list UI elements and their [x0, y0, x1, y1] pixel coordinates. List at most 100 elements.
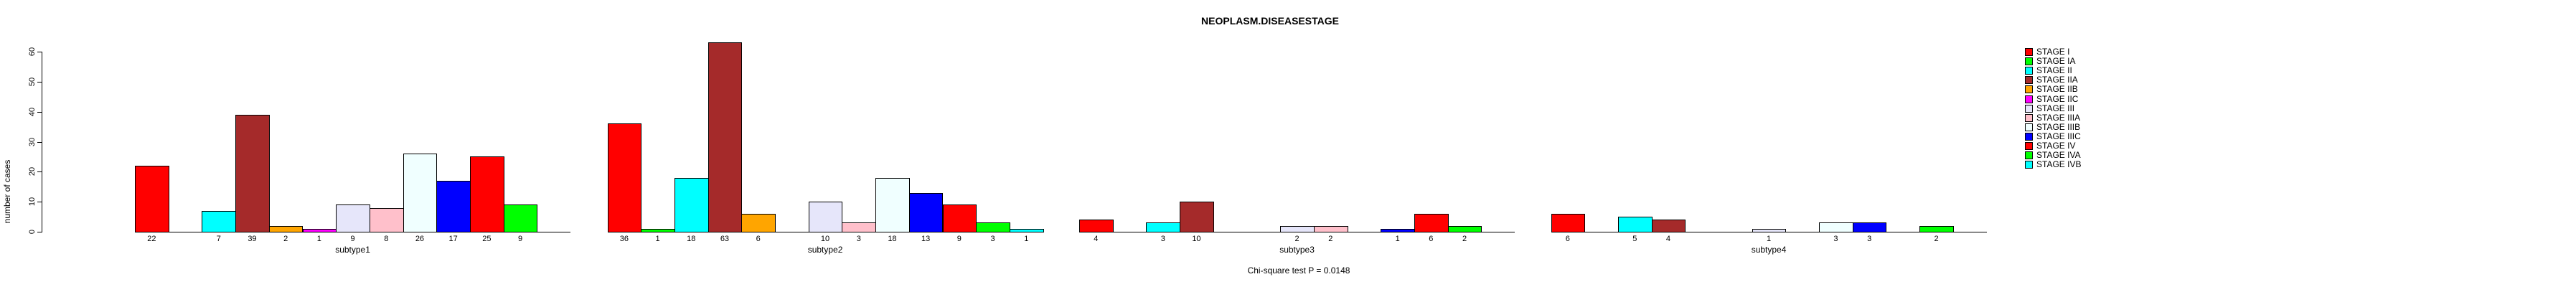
bar-subtype3-stage-iva: [1447, 225, 1482, 232]
bar-value-label: 3: [1833, 235, 1838, 243]
bar-subtype2-stage-ivb: [1009, 228, 1044, 232]
legend-label: STAGE IIB: [2036, 84, 2078, 95]
legend-swatch-icon: [2025, 151, 2033, 160]
legend-label: STAGE IV: [2036, 140, 2076, 151]
legend-swatch-icon: [2025, 113, 2033, 122]
bar-subtype3-stage-iv: [1414, 213, 1449, 232]
bar-subtype2-stage-ii: [674, 177, 709, 232]
legend-label: STAGE IIIC: [2036, 131, 2081, 141]
bar-subtype4-stage-i: [1551, 213, 1586, 232]
bar-value-label: 3: [990, 235, 995, 243]
bar-value-label: 2: [1462, 235, 1467, 243]
legend-label: STAGE IVA: [2036, 150, 2081, 161]
bar-value-label: 1: [1024, 235, 1029, 243]
bar-subtype3-stage-ii: [1146, 222, 1181, 232]
bar-value-label: 1: [316, 235, 321, 243]
bar-value-label: 2: [1328, 235, 1333, 243]
bar-value-label: 3: [856, 235, 861, 243]
bar-subtype2-stage-iiia: [842, 222, 877, 232]
bar-subtype2-stage-iiic: [908, 192, 944, 232]
bar-value-label: 2: [1934, 235, 1939, 243]
chi-square-caption: Chi-square test P = 0.0148: [1247, 265, 1350, 276]
bar-value-label: 10: [820, 235, 830, 243]
legend-row: STAGE IIA: [2025, 75, 2081, 85]
y-tick-mark: [37, 111, 42, 113]
y-tick-label: 30: [28, 137, 37, 146]
bar-subtype1-stage-iiib: [403, 154, 438, 232]
bar-subtype3-stage-iiia: [1313, 225, 1348, 232]
bar-subtype1-stage-iic: [302, 228, 337, 232]
bar-value-label: 9: [350, 235, 355, 243]
chart-title: NEOPLASM.DISEASESTAGE: [1201, 15, 1339, 27]
bar-value-label: 3: [1160, 235, 1165, 243]
bar-subtype1-stage-i: [135, 165, 169, 232]
bar-value-label: 1: [655, 235, 660, 243]
legend-row: STAGE II: [2025, 66, 2081, 75]
bar-value-label: 26: [415, 235, 425, 243]
bar-value-label: 6: [1565, 235, 1570, 243]
x-group-label-subtype2: subtype2: [807, 245, 843, 255]
bar-value-label: 2: [283, 235, 288, 243]
y-tick-label: 10: [28, 197, 37, 207]
bar-value-label: 1: [1395, 235, 1400, 243]
legend-label: STAGE IIA: [2036, 75, 2078, 85]
legend-swatch-icon: [2025, 141, 2033, 150]
legend-swatch-icon: [2025, 76, 2033, 85]
bar-value-label: 25: [482, 235, 492, 243]
y-tick-label: 40: [28, 107, 37, 116]
bar-value-label: 39: [248, 235, 257, 243]
bar-value-label: 4: [1094, 235, 1099, 243]
legend-row: STAGE IVA: [2025, 151, 2081, 160]
bar-subtype4-stage-iva: [1919, 225, 1954, 232]
bar-subtype2-stage-iia: [708, 42, 743, 232]
bar-subtype3-stage-iii: [1280, 225, 1315, 232]
bar-value-label: 18: [888, 235, 897, 243]
legend-label: STAGE IIIA: [2036, 112, 2081, 123]
bar-subtype3-stage-iiic: [1381, 228, 1415, 232]
bar-value-label: 13: [921, 235, 931, 243]
y-tick-label: 20: [28, 167, 37, 177]
legend-swatch-icon: [2025, 104, 2033, 113]
legend-swatch-icon: [2025, 132, 2033, 141]
bar-subtype2-stage-i: [607, 123, 642, 232]
legend-row: STAGE IIC: [2025, 94, 2081, 103]
y-tick-mark: [37, 171, 42, 173]
y-tick-mark: [37, 141, 42, 143]
legend-row: STAGE III: [2025, 103, 2081, 113]
legend-swatch-icon: [2025, 57, 2033, 66]
bar-subtype4-stage-iii: [1752, 228, 1787, 232]
legend-row: STAGE IIIC: [2025, 131, 2081, 141]
legend-label: STAGE II: [2036, 65, 2072, 76]
bar-subtype1-stage-iva: [503, 204, 538, 232]
bar-subtype3-stage-iia: [1180, 202, 1214, 232]
bar-value-label: 7: [216, 235, 221, 243]
bar-subtype1-stage-ii: [202, 210, 237, 232]
bar-subtype2-stage-iv: [942, 204, 977, 232]
x-group-label-subtype3: subtype3: [1279, 245, 1315, 255]
legend-swatch-icon: [2025, 123, 2033, 131]
bar-value-label: 5: [1632, 235, 1637, 243]
bar-value-label: 8: [384, 235, 389, 243]
legend-label: STAGE IIIB: [2036, 121, 2081, 132]
legend: STAGE I STAGE IA STAGE II STAGE IIA STAGE II…: [2025, 47, 2081, 169]
bar-value-label: 18: [687, 235, 696, 243]
bar-subtype1-stage-iiic: [436, 180, 471, 232]
bar-value-label: 63: [720, 235, 730, 243]
legend-label: STAGE IA: [2036, 56, 2076, 67]
bar-value-label: 3: [1867, 235, 1872, 243]
bar-subtype1-stage-iii: [336, 204, 370, 232]
legend-swatch-icon: [2025, 48, 2033, 57]
legend-swatch-icon: [2025, 95, 2033, 103]
bar-value-label: 2: [1294, 235, 1299, 243]
bar-subtype2-stage-iii: [808, 202, 843, 232]
legend-row: STAGE IV: [2025, 141, 2081, 151]
bar-value-label: 9: [956, 235, 962, 243]
y-tick-label: 50: [28, 77, 37, 86]
legend-label: STAGE IVB: [2036, 159, 2082, 170]
y-tick-label: 60: [28, 47, 37, 57]
bar-subtype4-stage-iiic: [1852, 222, 1887, 232]
legend-swatch-icon: [2025, 67, 2033, 75]
bar-value-label: 6: [1429, 235, 1434, 243]
legend-row: STAGE IIIA: [2025, 113, 2081, 123]
